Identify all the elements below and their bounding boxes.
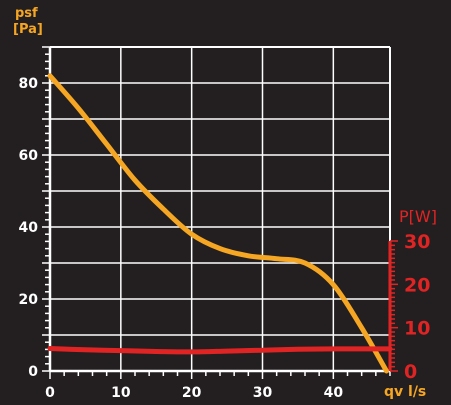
x-tick-label: 20 <box>182 385 202 401</box>
y-axis-label-line1: psf <box>15 6 38 21</box>
y-tick-label: 20 <box>19 292 39 308</box>
y-tick-label: 40 <box>19 220 39 236</box>
y2-axis-label: P[W] <box>399 207 437 226</box>
labels: psf [Pa] P[W] qv l/s <box>13 6 437 400</box>
y-tick-label: 0 <box>28 364 38 380</box>
y-tick-label: 80 <box>19 76 39 92</box>
x-tick-label: 10 <box>111 385 131 401</box>
y2-tick-label: 20 <box>404 274 430 296</box>
x-tick-label: 0 <box>45 385 55 401</box>
pressure-curve <box>47 73 389 374</box>
y-tick-label: 60 <box>19 148 39 164</box>
x-axis-label: qv l/s <box>384 384 426 400</box>
y-axis-label-line2: [Pa] <box>13 22 43 37</box>
x-tick-label: 40 <box>324 385 344 401</box>
power-curve <box>47 346 393 355</box>
grid <box>50 46 390 371</box>
y2-tick-label: 10 <box>404 318 430 340</box>
y2-tick-label: 30 <box>404 231 430 253</box>
x-tick-label: 30 <box>253 385 273 401</box>
axes: 0 10 20 30 40 0 20 40 60 80 0 10 20 30 <box>19 46 430 401</box>
y2-tick-label: 0 <box>404 361 417 383</box>
series <box>47 73 393 374</box>
